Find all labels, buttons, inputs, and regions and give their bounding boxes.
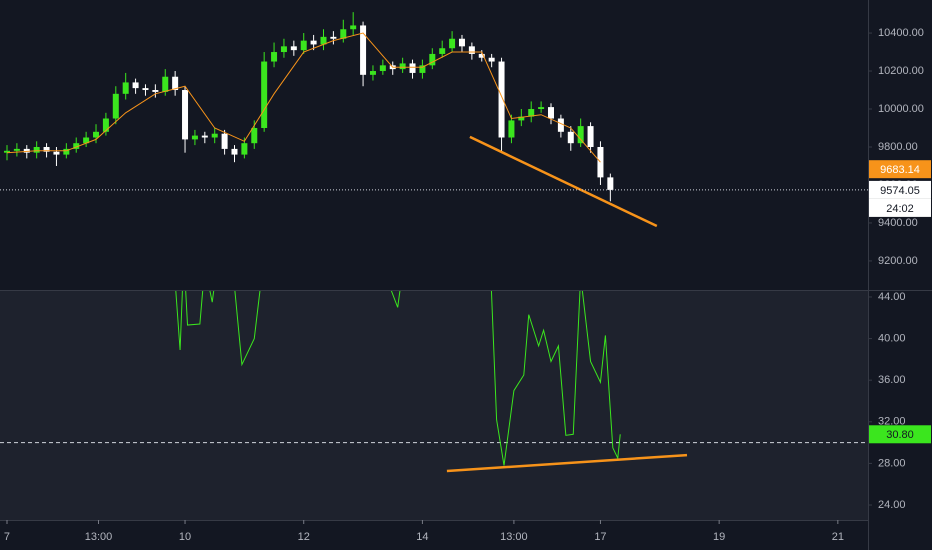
y-tick-label: 9400.00 (878, 217, 918, 229)
candle-body (73, 143, 80, 149)
last-price-label-box (869, 180, 931, 199)
trendline (469, 135, 658, 228)
candle-body (132, 82, 139, 89)
candle-body (310, 40, 317, 45)
candle-body (191, 135, 198, 140)
indicator-line (175, 291, 621, 466)
x-tick-label: 17 (594, 531, 606, 543)
y-tick-label: 10400.00 (878, 27, 924, 39)
candle-body (567, 131, 574, 144)
candle-body (488, 57, 495, 62)
candle-body (557, 118, 564, 132)
x-tick-label: 13:00 (500, 531, 528, 543)
y-tick-label: 44.00 (878, 291, 906, 303)
candle-body (340, 29, 347, 39)
x-tick-label: 21 (832, 531, 844, 543)
candle-body (142, 88, 149, 91)
candle-body (350, 25, 357, 30)
rsi-pane (0, 291, 868, 473)
candle-body (122, 82, 129, 94)
last-value-label-box (869, 425, 931, 444)
candle-body (538, 107, 545, 110)
y-tick-label: 36.00 (878, 374, 906, 386)
x-tick-label: 12 (298, 531, 310, 543)
y-tick-label: 40.00 (878, 332, 906, 344)
candle-body (439, 48, 446, 54)
candle-body (458, 38, 465, 47)
candle-body (182, 90, 189, 140)
candle-body (369, 71, 376, 75)
y-tick-label: 9800.00 (878, 141, 918, 153)
x-tick-label: 14 (416, 531, 428, 543)
x-tick-label: 10 (179, 531, 191, 543)
price-pane (0, 12, 868, 228)
countdown-box (869, 198, 931, 217)
candle-body (607, 177, 614, 190)
y-tick-label: 28.00 (878, 457, 906, 469)
candle-body (152, 90, 159, 92)
candle-body (419, 65, 426, 73)
x-tick-label: 7 (4, 531, 10, 543)
candle-body (399, 63, 406, 70)
candle-body (221, 133, 228, 149)
moving-average (6, 32, 601, 163)
candle-body (547, 107, 554, 119)
y-tick-label: 10000.00 (878, 103, 924, 115)
candle-body (201, 135, 208, 138)
y-tick-label: 32.00 (878, 416, 906, 428)
candle-body (379, 65, 386, 72)
candle-body (43, 146, 50, 152)
candle-body (251, 128, 258, 144)
candle-body (280, 46, 287, 53)
trendline (446, 453, 688, 473)
candle-body (63, 148, 70, 155)
candle-body (468, 46, 475, 54)
candle-body (577, 126, 584, 144)
candle-body (83, 137, 90, 144)
candle-body (508, 120, 515, 138)
candle-body (102, 118, 109, 132)
last-price-label: 9574.05 (880, 185, 920, 197)
indicator-pane (0, 291, 868, 520)
candle-body (112, 93, 119, 119)
candle-body (409, 63, 416, 73)
candle-body (587, 126, 594, 147)
candle-body (93, 131, 100, 138)
candle-body (449, 38, 456, 49)
candle-body (478, 53, 485, 58)
candle-body (528, 109, 535, 117)
candle-body (3, 150, 10, 153)
candle-body (320, 36, 327, 45)
candle-body (429, 53, 436, 66)
countdown: 24:02 (886, 203, 914, 215)
candle-body (360, 25, 367, 75)
candle-body (172, 76, 179, 91)
candle-body (231, 148, 238, 155)
candle-body (300, 40, 307, 51)
candle-body (162, 76, 169, 92)
candle-body (290, 46, 297, 51)
candle-body (23, 148, 30, 153)
candle-body (13, 148, 20, 151)
candle-body (53, 151, 60, 155)
ma-label-box (869, 160, 931, 179)
last-value-label: 30.80 (886, 429, 914, 441)
candle-body (271, 52, 278, 62)
x-tick-label: 13:00 (85, 531, 113, 543)
axes: 9200.009400.009600.009800.0010000.001020… (4, 27, 931, 543)
y-tick-label: 10200.00 (878, 65, 924, 77)
candle-body (241, 143, 248, 155)
candle-body (518, 116, 525, 121)
y-tick-label: 24.00 (878, 499, 906, 511)
candle-body (261, 61, 268, 129)
y-tick-label: 9200.00 (878, 255, 918, 267)
ma-label: 9683.14 (880, 164, 920, 176)
x-tick-label: 19 (713, 531, 725, 543)
candle-body (211, 133, 218, 138)
candle-body (33, 146, 40, 153)
candle-body (498, 61, 505, 138)
candle-body (330, 36, 337, 39)
